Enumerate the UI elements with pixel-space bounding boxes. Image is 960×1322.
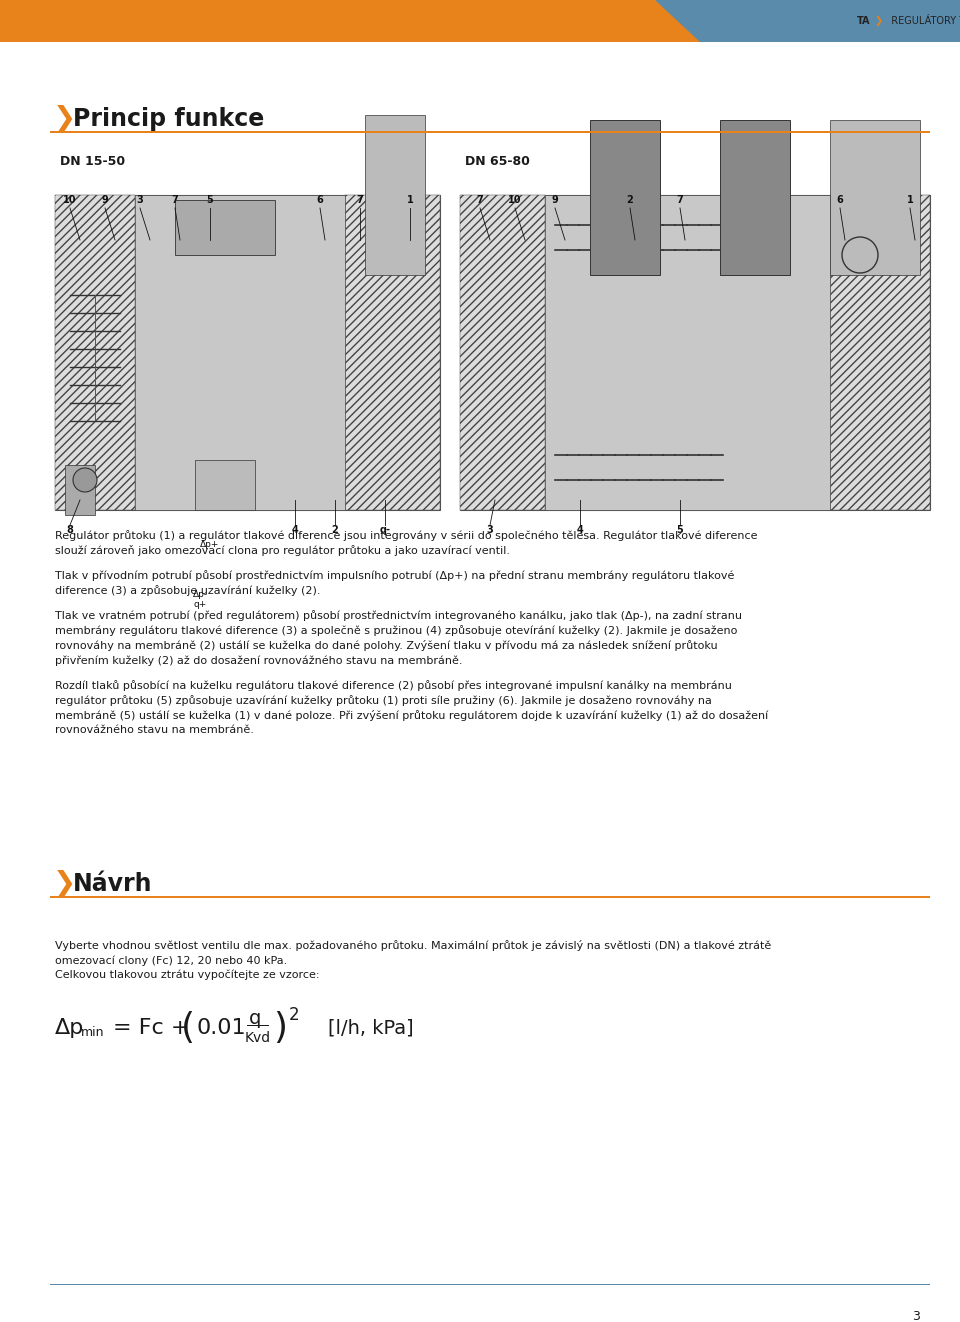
Text: regulátor průtoku (5) způsobuje uzavírání kuželky průtoku (1) proti síle pružiny: regulátor průtoku (5) způsobuje uzavírán… (55, 695, 712, 706)
Text: Δp: Δp (55, 1018, 84, 1038)
Text: 3: 3 (912, 1310, 920, 1322)
Text: Δp+: Δp+ (201, 539, 220, 549)
Text: 0.01: 0.01 (197, 1018, 247, 1038)
Bar (50, 131, 930, 134)
Text: membráně (5) ustálí se kuželka (1) v dané poloze. Při zvýšení průtoku regulátore: membráně (5) ustálí se kuželka (1) v dan… (55, 710, 768, 720)
Bar (55, 196, 440, 510)
Text: DN 15-50: DN 15-50 (60, 155, 125, 168)
Circle shape (73, 468, 97, 492)
Bar (247, 1025, 269, 1026)
Text: 7: 7 (172, 196, 179, 205)
Text: 3: 3 (487, 525, 493, 535)
Text: Celkovou tlakovou ztrátu vypočítejte ze vzorce:: Celkovou tlakovou ztrátu vypočítejte ze … (55, 970, 320, 981)
Text: omezovací clony (Fc) 12, 20 nebo 40 kPa.: omezovací clony (Fc) 12, 20 nebo 40 kPa. (55, 954, 287, 965)
Bar (720, 120, 790, 275)
Bar (830, 196, 930, 510)
Text: slouží zároveň jako omezovací clona pro regulátor průtoku a jako uzavírací venti: slouží zároveň jako omezovací clona pro … (55, 545, 510, 557)
Bar (135, 196, 345, 510)
Text: 2: 2 (331, 525, 338, 535)
Bar (590, 120, 660, 275)
Text: 10: 10 (63, 196, 77, 205)
Text: [l/h, kPa]: [l/h, kPa] (328, 1018, 414, 1038)
Bar (65, 465, 95, 516)
Text: Princip funkce: Princip funkce (73, 107, 264, 131)
Text: 3: 3 (136, 196, 143, 205)
Text: 7: 7 (356, 196, 364, 205)
Text: 5: 5 (677, 525, 684, 535)
Text: (: ( (181, 1011, 195, 1044)
Text: 7: 7 (476, 196, 484, 205)
Text: 4: 4 (292, 525, 299, 535)
Text: q-: q- (379, 525, 391, 535)
Text: 8: 8 (66, 525, 73, 535)
Text: q: q (249, 1009, 261, 1027)
Bar (830, 120, 920, 275)
Bar (175, 200, 275, 255)
Text: Δp-
q+: Δp- q+ (192, 590, 207, 609)
Text: 2: 2 (289, 1006, 300, 1025)
Text: 2: 2 (627, 196, 634, 205)
Bar (345, 196, 440, 510)
Text: ): ) (273, 1011, 287, 1044)
Text: rovnovážného stavu na membráně.: rovnovážného stavu na membráně. (55, 724, 253, 735)
Text: DN 65-80: DN 65-80 (465, 155, 530, 168)
Text: Rozdíl tlaků působící na kuželku regulátoru tlakové diference (2) působí přes in: Rozdíl tlaků působící na kuželku regulát… (55, 680, 732, 691)
Text: 6: 6 (317, 196, 324, 205)
Bar (195, 460, 255, 510)
Bar (545, 196, 830, 510)
Text: Tlak ve vratném potrubí (před regulátorem) působí prostřednictvím integrovaného : Tlak ve vratném potrubí (před regulátore… (55, 609, 742, 621)
Bar (50, 1284, 930, 1285)
Text: 10: 10 (508, 196, 521, 205)
Bar (55, 196, 135, 510)
Text: Kvd: Kvd (245, 1031, 271, 1044)
Bar (460, 196, 545, 510)
Text: min: min (81, 1026, 105, 1039)
Text: 6: 6 (836, 196, 844, 205)
Text: TA: TA (856, 16, 870, 26)
Text: Regulátor průtoku (1) a regulátor tlakové diference jsou integrovány v sérii do : Regulátor průtoku (1) a regulátor tlakov… (55, 530, 757, 541)
Bar (0, 0, 960, 42)
Text: 1: 1 (906, 196, 913, 205)
Text: membrány regulátoru tlakové diference (3) a společně s pružinou (4) způsobuje ot: membrány regulátoru tlakové diference (3… (55, 625, 737, 636)
Text: ❯: ❯ (875, 16, 883, 26)
Text: rovnováhy na membráně (2) ustálí se kuželka do dané polohy. Zvýšení tlaku v přív: rovnováhy na membráně (2) ustálí se kuže… (55, 640, 718, 650)
Text: 1: 1 (407, 196, 414, 205)
Text: diference (3) a způsobuje uzavírání kuželky (2).: diference (3) a způsobuje uzavírání kuže… (55, 586, 321, 596)
Bar (50, 895, 930, 898)
Text: Tlak v přívodním potrubí působí prostřednictvím impulsního potrubí (Δp+) na před: Tlak v přívodním potrubí působí prostřed… (55, 570, 734, 580)
Text: Návrh: Návrh (73, 873, 153, 896)
Text: 5: 5 (206, 196, 213, 205)
Text: ❯: ❯ (53, 104, 76, 134)
Text: Vyberte vhodnou světlost ventilu dle max. požadovaného průtoku. Maximální průtok: Vyberte vhodnou světlost ventilu dle max… (55, 940, 771, 951)
Text: = Fc +: = Fc + (113, 1018, 189, 1038)
Text: 7: 7 (677, 196, 684, 205)
Bar (365, 115, 425, 275)
Polygon shape (0, 0, 700, 42)
Text: REGULÁTORY TLAKOVÉ DIFERENCE · DKH 512: REGULÁTORY TLAKOVÉ DIFERENCE · DKH 512 (885, 16, 960, 26)
Text: 9: 9 (102, 196, 108, 205)
Text: ❯: ❯ (53, 870, 76, 898)
Bar (460, 196, 930, 510)
Text: 4: 4 (577, 525, 584, 535)
Text: 9: 9 (552, 196, 559, 205)
Text: přivřením kuželky (2) až do dosažení rovnovážného stavu na membráně.: přivřením kuželky (2) až do dosažení rov… (55, 654, 463, 665)
